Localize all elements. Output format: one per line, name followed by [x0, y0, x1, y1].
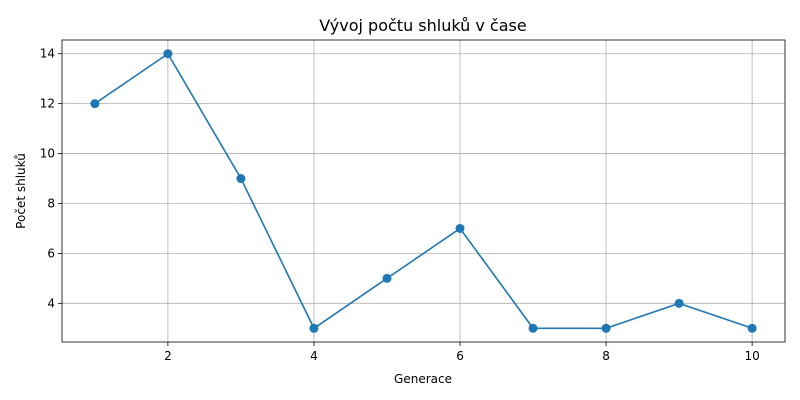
data-point [236, 174, 246, 184]
chart-title: Vývoj počtu shluků v čase [319, 16, 526, 35]
data-point [309, 323, 319, 333]
y-tick-label: 14 [40, 47, 55, 61]
plot-area-frame [61, 39, 786, 343]
y-tick-label: 12 [40, 97, 55, 111]
data-point [674, 298, 684, 308]
x-tick-label: 6 [456, 349, 464, 363]
y-tick-label: 6 [47, 246, 55, 260]
data-point [90, 99, 100, 109]
series-line [94, 52, 753, 330]
data-point [601, 323, 611, 333]
x-tick-label: 4 [310, 349, 318, 363]
y-axis-label: Počet shluků [14, 153, 28, 229]
data-point [747, 323, 757, 333]
grid [62, 40, 785, 342]
y-tick-label: 4 [47, 296, 55, 310]
series-layer [90, 49, 757, 333]
x-tick-label: 2 [164, 349, 172, 363]
y-tick-label: 8 [47, 196, 55, 210]
y-tick-label: 10 [40, 147, 55, 161]
data-point [382, 273, 392, 283]
data-point [528, 323, 538, 333]
x-tick-label: 10 [744, 349, 759, 363]
data-point [163, 49, 173, 59]
axis-ticks: 2 4 6 8 10 4 6 8 10 12 14 [40, 47, 760, 363]
data-point [455, 223, 465, 233]
x-axis-label: Generace [394, 372, 452, 386]
x-tick-label: 8 [602, 349, 610, 363]
